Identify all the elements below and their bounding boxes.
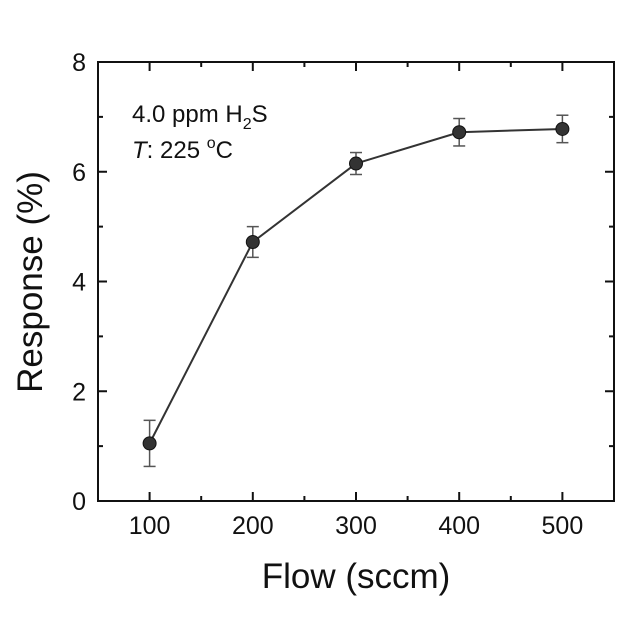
annotation: 4.0 ppm H2S T: 225 oC — [132, 101, 268, 164]
x-axis-label: Flow (sccm) — [262, 557, 451, 596]
y-tick-label: 2 — [72, 378, 86, 406]
data-point — [556, 122, 569, 135]
y-tick-label: 6 — [72, 159, 86, 187]
x-tick-label: 500 — [542, 512, 584, 540]
data-point — [246, 235, 259, 248]
x-tick-label: 400 — [438, 512, 480, 540]
data-point — [143, 437, 156, 450]
data-point — [453, 126, 466, 139]
y-tick-label: 8 — [72, 49, 86, 77]
series-line — [150, 129, 563, 443]
series — [143, 115, 569, 466]
annotation-line-2: T: 225 oC — [132, 135, 233, 164]
x-tick-label: 200 — [232, 512, 274, 540]
data-point — [350, 157, 363, 170]
x-tick-label: 100 — [129, 512, 171, 540]
y-tick-label: 0 — [72, 488, 86, 516]
annotation-line-1: 4.0 ppm H2S — [132, 101, 268, 133]
y-axis-label: Response (%) — [11, 171, 50, 393]
y-tick-label: 4 — [72, 269, 86, 297]
x-tick-label: 300 — [335, 512, 377, 540]
